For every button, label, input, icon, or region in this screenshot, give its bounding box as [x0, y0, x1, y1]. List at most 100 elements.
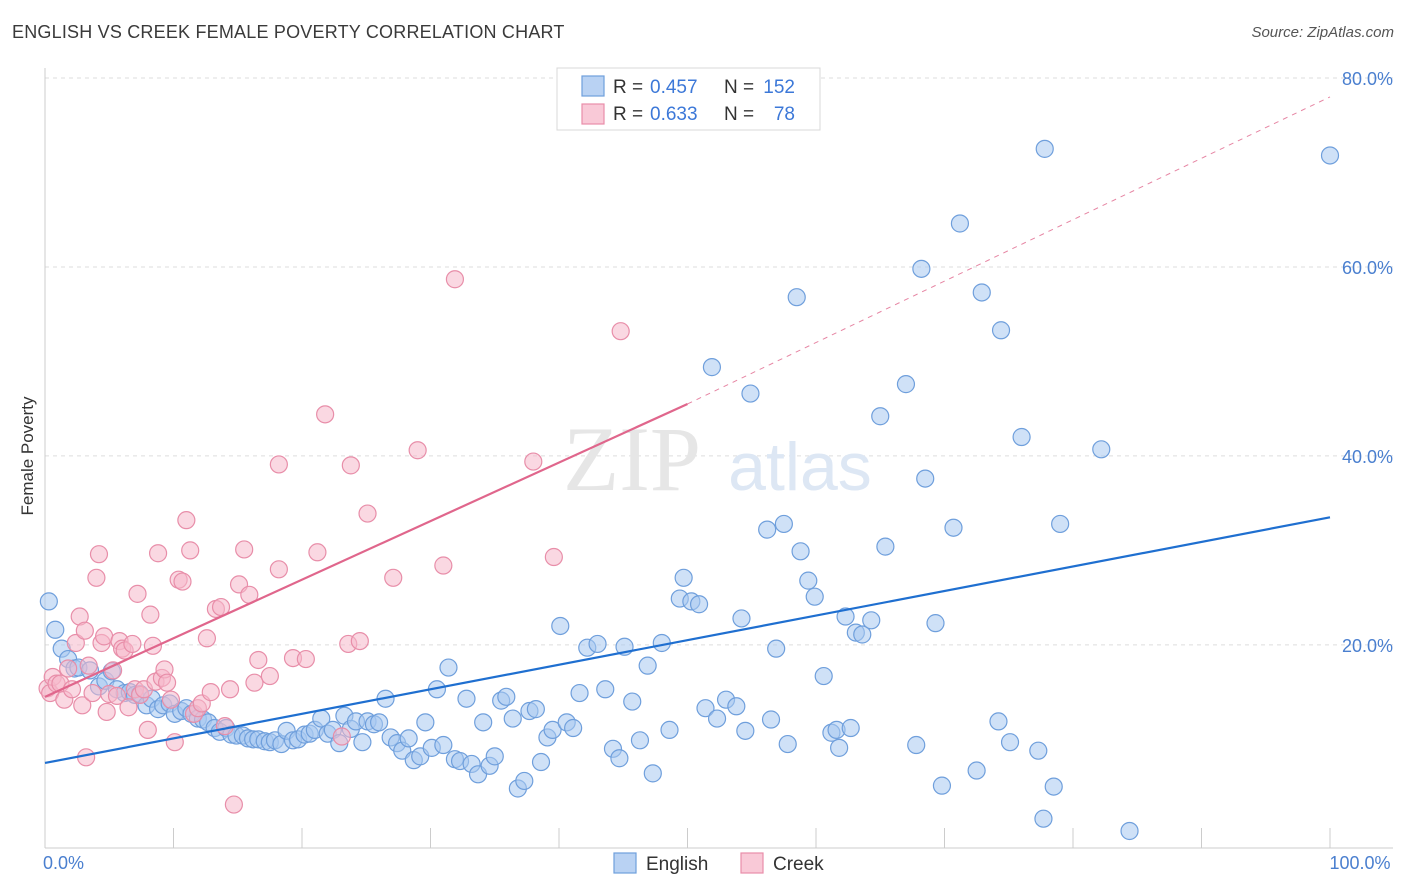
english-point	[416, 713, 435, 732]
english-point	[932, 776, 952, 795]
english-point	[570, 683, 589, 703]
english-point	[531, 752, 551, 772]
creek-point	[83, 683, 102, 703]
creek-point	[119, 698, 138, 717]
english-point	[791, 542, 810, 561]
creek-point	[308, 543, 327, 562]
english-point	[805, 587, 824, 606]
stats-english-r-value: 0.457	[650, 77, 698, 98]
english-point	[660, 720, 679, 740]
stats-english-r-label: R =	[613, 77, 643, 98]
english-point	[1120, 821, 1139, 841]
creek-point	[148, 544, 168, 563]
creek-point	[79, 656, 98, 675]
english-point	[457, 689, 476, 708]
watermark-zip: ZIP	[563, 408, 701, 510]
english-point	[39, 592, 58, 611]
creek-point	[224, 795, 243, 814]
chart-source: Source: ZipAtlas.com	[1251, 24, 1394, 41]
creek-trendline	[44, 402, 688, 698]
creek-point	[107, 686, 127, 705]
english-point	[1044, 777, 1063, 796]
creek-point	[181, 541, 200, 560]
english-point	[1012, 427, 1031, 447]
english-point	[674, 568, 693, 587]
english-point	[702, 358, 722, 377]
creek-point	[358, 504, 377, 523]
axes	[44, 68, 1393, 849]
english-point	[1051, 514, 1070, 534]
creek-point	[95, 627, 114, 646]
creek-point	[73, 696, 92, 715]
creek-point	[524, 452, 543, 471]
english-point	[1320, 146, 1340, 165]
legend-creek-swatch	[740, 852, 764, 874]
creek-point	[66, 633, 85, 653]
y-tick-label: 20.0%	[1342, 636, 1393, 656]
english-point	[399, 729, 418, 748]
english-point	[841, 718, 860, 738]
english-point	[515, 771, 534, 791]
creek-point	[269, 560, 288, 579]
english-point	[353, 733, 372, 752]
english-point	[991, 321, 1011, 340]
english-point	[551, 616, 570, 636]
english-point	[916, 469, 935, 488]
creek-point	[220, 680, 240, 699]
y-axis-label: Female Poverty	[18, 396, 37, 516]
creek-point	[544, 547, 563, 567]
creek-point	[201, 683, 220, 702]
tick-labels: 20.0% 40.0% 60.0% 80.0% 0.0% 100.0%	[43, 69, 1393, 873]
stats-english-n-label: N =	[724, 77, 754, 98]
creek-point	[445, 270, 465, 289]
english-point	[853, 625, 872, 644]
english-point	[926, 614, 945, 633]
creek-point	[434, 556, 453, 575]
english-point	[876, 537, 895, 556]
english-point	[967, 761, 986, 780]
english-point	[799, 571, 818, 590]
english-point	[1029, 741, 1048, 760]
english-point	[630, 731, 650, 750]
creek-point	[384, 568, 403, 587]
english-point	[485, 747, 504, 766]
creek-point	[104, 661, 123, 680]
creek-point	[59, 659, 78, 678]
legend-english-swatch	[613, 852, 637, 874]
creek-point	[157, 673, 177, 692]
english-point	[526, 700, 545, 719]
english-point	[896, 375, 916, 394]
english-point	[596, 680, 615, 699]
english-point	[638, 656, 657, 675]
stats-creek-n-label: N =	[724, 104, 754, 125]
x-tick-label: 0.0%	[43, 853, 84, 873]
creek-point	[128, 584, 147, 603]
english-point	[787, 288, 806, 307]
english-point	[1092, 440, 1111, 459]
english-point	[727, 697, 746, 716]
english-point	[370, 713, 389, 732]
creek-point	[332, 727, 351, 746]
watermark-atlas: atlas	[728, 429, 872, 505]
creek-trendline-extension	[687, 96, 1331, 405]
legend-english-label: English	[646, 854, 708, 875]
english-point	[689, 595, 709, 614]
english-point	[871, 407, 890, 426]
creek-point	[611, 322, 630, 341]
creek-point	[260, 666, 279, 686]
creek-point	[235, 540, 254, 559]
y-tick-label: 60.0%	[1342, 258, 1393, 278]
chart-title: ENGLISH VS CREEK FEMALE POVERTY CORRELAT…	[12, 22, 565, 42]
english-point	[774, 514, 793, 534]
english-point	[623, 692, 642, 711]
english-point	[543, 720, 562, 740]
english-point	[696, 699, 715, 718]
english-point	[741, 384, 760, 403]
stats-legend: R = 0.457 N = 152 R = 0.633 N = 78	[556, 67, 821, 131]
trendlines	[44, 96, 1331, 765]
creek-point	[89, 545, 109, 564]
creek-point	[350, 631, 369, 651]
english-point	[950, 214, 970, 233]
english-point	[610, 749, 629, 768]
